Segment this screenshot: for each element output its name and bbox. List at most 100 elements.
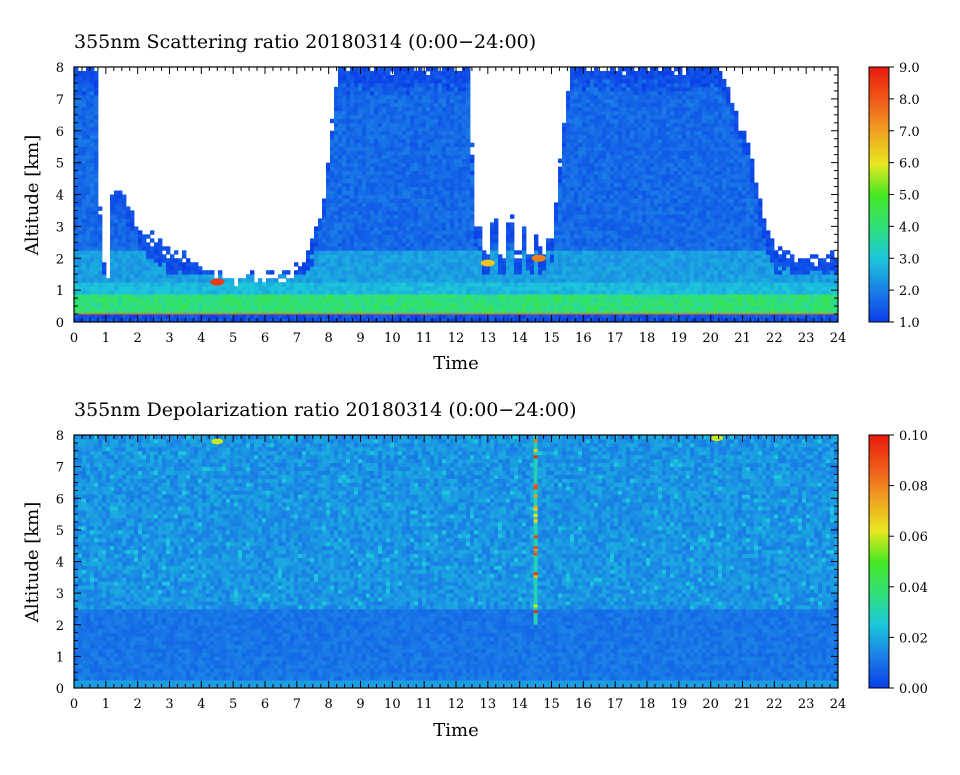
scattering-cell [614,178,619,183]
scattering-cell [614,242,619,247]
scattering-cell [554,230,559,235]
scattering-cell [362,294,367,299]
scattering-cell [350,118,355,124]
scattering-cell [418,278,423,283]
scattering-cell [550,266,555,271]
scattering-cell [382,118,387,124]
scattering-cell [278,306,283,311]
scattering-cell [410,206,415,211]
scattering-cell [422,138,427,144]
scattering-cell [514,274,519,279]
scattering-cell [198,306,203,311]
scattering-cell [598,306,603,311]
scattering-cell [86,78,91,84]
scattering-cell [358,242,363,247]
scattering-cell [254,286,259,291]
scattering-cell [258,318,263,323]
scattering-cell [154,306,159,311]
scattering-cell [502,282,507,287]
scattering-cell [602,98,607,104]
scattering-cell [370,258,375,263]
scattering-cell [114,266,119,271]
scattering-cell [606,274,611,279]
scattering-cell [586,146,591,152]
scattering-cell [410,278,415,283]
scattering-cell [490,254,495,259]
scattering-cell [342,110,347,116]
scattering-cell [86,166,91,171]
scattering-cell [82,254,87,259]
scattering-cell [518,282,523,287]
scattering-cell [446,218,451,223]
scattering-cell [82,90,87,96]
scattering-cell [86,110,91,116]
scattering-cell [582,194,587,199]
scattering-cell [350,258,355,263]
scattering-cell [82,170,87,175]
scattering-cell [94,254,99,259]
scattering-cell [78,110,83,116]
scattering-cell [318,270,323,275]
scattering-cell [358,290,363,295]
scattering-cell [570,82,575,88]
scattering-cell [350,98,355,104]
scattering-cell [390,130,395,136]
scattering-cell [126,214,131,219]
scattering-cell [82,114,87,120]
scattering-cell [182,318,187,323]
scattering-cell [354,290,359,295]
scattering-cell [82,118,87,124]
scattering-cell [74,214,79,219]
scattering-cell [514,278,519,283]
scattering-cell [434,238,439,243]
scattering-cell [570,146,575,152]
scattering-cell [394,202,399,207]
scattering-cell [94,214,99,219]
scattering-cell [362,266,367,271]
scattering-cell [614,226,619,231]
scattering-cell [90,202,95,207]
scattering-cell [286,298,291,303]
scattering-cell [426,74,431,80]
scattering-cell [358,134,363,140]
scattering-cell [426,242,431,247]
scattering-cell [446,294,451,299]
scattering-cell [126,262,131,267]
scattering-cell [106,282,111,287]
scattering-cell [406,282,411,287]
scattering-cell [430,242,435,247]
scattering-cell [326,290,331,295]
scattering-cell [118,282,123,287]
scattering-cell [198,266,203,271]
scattering-cell [458,270,463,275]
scattering-cell [566,90,571,96]
scattering-cell [462,250,467,255]
scattering-cell [238,286,243,291]
scattering-cell [574,118,579,124]
scattering-cell [82,198,87,203]
scattering-cell [122,270,127,275]
scattering-cell [450,67,455,72]
scattering-cell [150,266,155,271]
scattering-cell [550,282,555,287]
scattering-cell [78,138,83,144]
scattering-cell [342,70,347,76]
scattering-cell [422,222,427,227]
scattering-cell [542,314,547,319]
scattering-cell [366,138,371,144]
scattering-cell [318,234,323,239]
scattering-cell [614,186,619,191]
scattering-cell [378,142,383,148]
scattering-cell [246,302,251,307]
scattering-cell [614,190,619,195]
scattering-cell [342,238,347,243]
scattering-cell [98,246,103,251]
scattering-cell [378,67,383,72]
scattering-cell [486,278,491,283]
scattering-cell [78,230,83,235]
scattering-cell [90,150,95,156]
scattering-cell [450,122,455,128]
scattering-cell [138,234,143,239]
scattering-cell [114,222,119,227]
scattering-cell [498,286,503,291]
